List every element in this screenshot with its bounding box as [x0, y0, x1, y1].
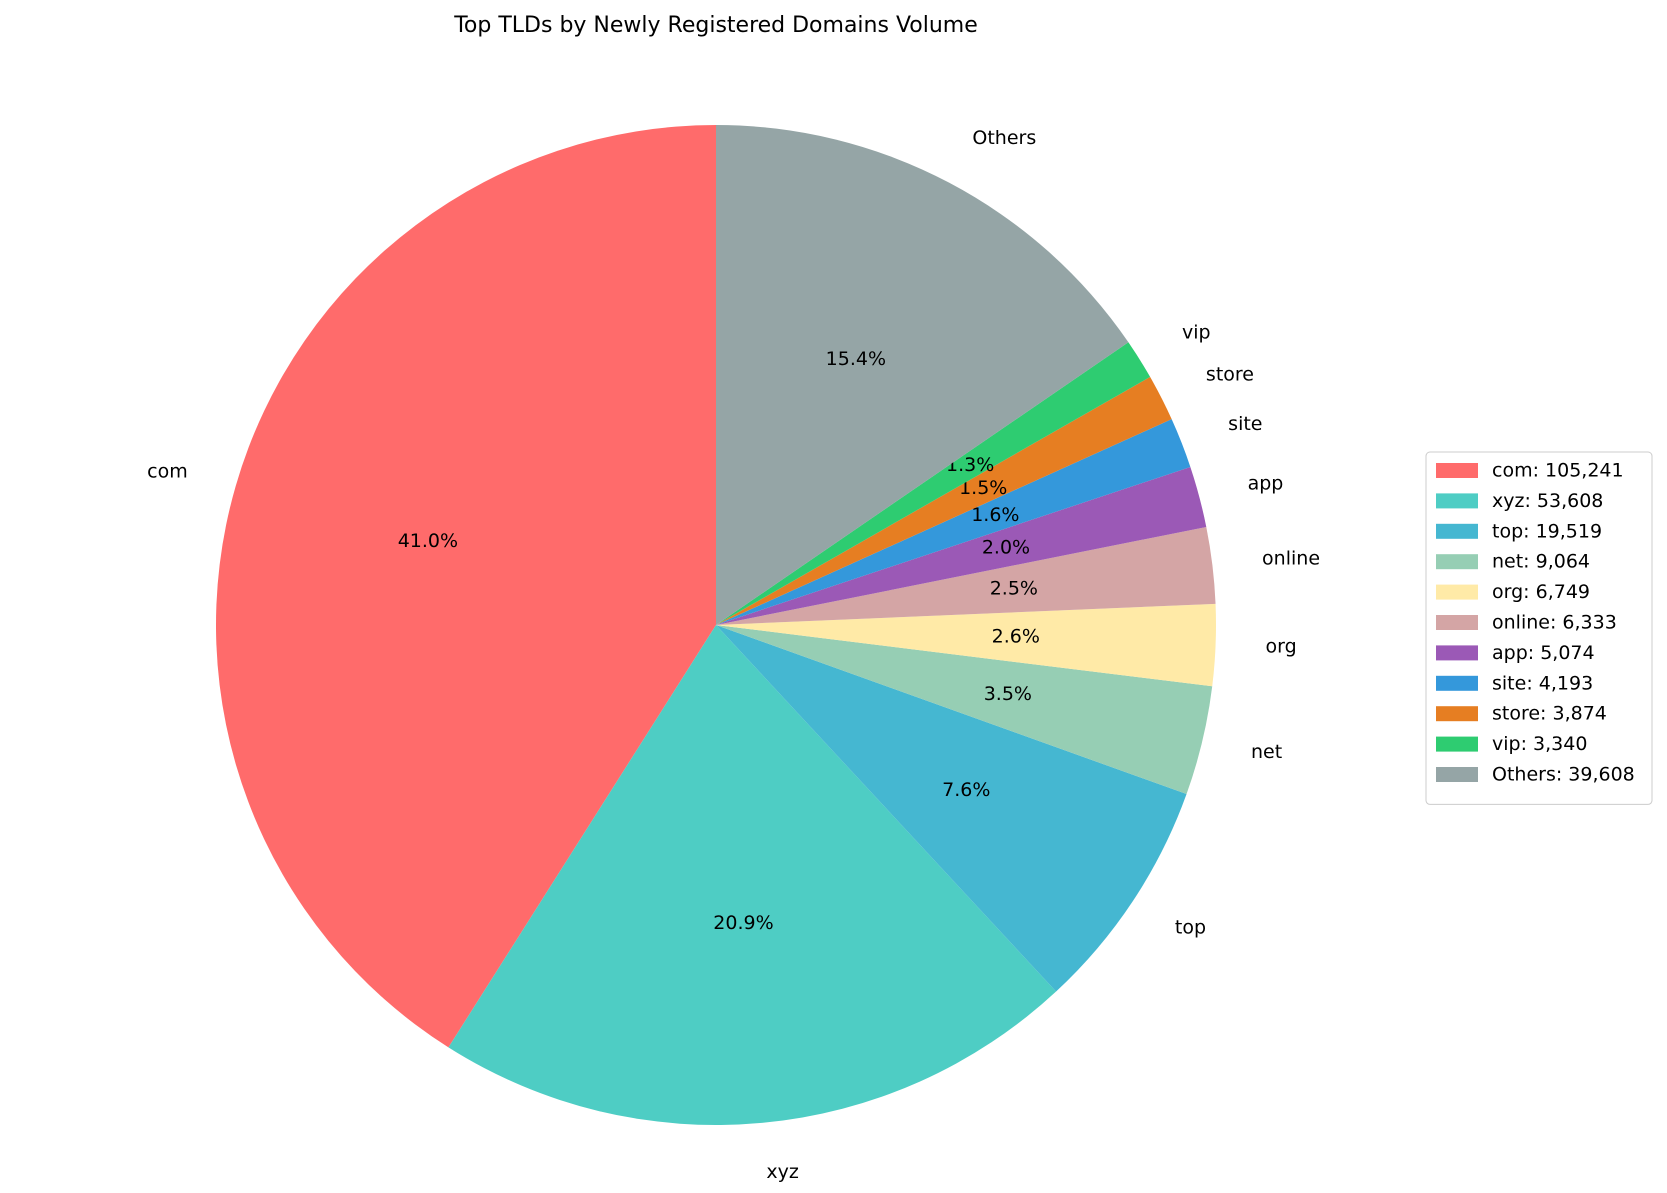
- legend-label: vip: 3,340: [1492, 733, 1587, 755]
- legend: com: 105,241 xyz: 53,608 top: 19,519 net: 9…: [1425, 451, 1653, 805]
- value-label: 2.5%: [990, 578, 1038, 600]
- legend-label: xyz: 53,608: [1492, 490, 1603, 512]
- legend-swatch: [1436, 523, 1478, 539]
- value-label: 2.6%: [992, 626, 1040, 648]
- legend-swatch: [1436, 493, 1478, 509]
- pie-wedge: [716, 625, 1187, 992]
- category-label: top: [1175, 917, 1206, 939]
- value-label: 1.6%: [971, 504, 1019, 526]
- category-label: vip: [1182, 321, 1211, 343]
- category-label: com: [147, 460, 188, 482]
- legend-swatch: [1436, 675, 1478, 691]
- legend-swatch: [1436, 584, 1478, 600]
- chart-title: Top TLDs by Newly Registered Domains Vol…: [453, 13, 978, 38]
- value-label: 15.4%: [826, 348, 886, 370]
- pie-wedge: [716, 466, 1207, 625]
- legend-label: store: 3,874: [1492, 703, 1607, 725]
- value-label: 41.0%: [398, 530, 458, 552]
- value-label: 7.6%: [942, 779, 990, 801]
- pie-wedge: [215, 125, 716, 1048]
- value-label: 3.5%: [984, 683, 1032, 705]
- legend-label: top: 19,519: [1492, 520, 1602, 542]
- category-label: org: [1266, 636, 1297, 658]
- legend-swatch: [1436, 645, 1478, 661]
- legend-swatch: [1436, 767, 1478, 782]
- value-label: 1.3%: [946, 454, 994, 476]
- value-label: 1.5%: [959, 477, 1007, 499]
- pie-wedge: [716, 342, 1151, 625]
- category-label: app: [1248, 472, 1284, 494]
- legend-frame: [1425, 451, 1653, 805]
- legend-swatch: [1436, 554, 1478, 570]
- category-label: store: [1206, 364, 1254, 386]
- pie-wedge: [716, 419, 1191, 625]
- legend-swatch: [1436, 615, 1478, 630]
- legend-label: Others: 39,608: [1492, 764, 1635, 786]
- legend-label: app: 5,074: [1492, 642, 1595, 664]
- pie-wedge: [716, 526, 1216, 625]
- value-label: 20.9%: [713, 912, 773, 934]
- category-label: net: [1251, 741, 1282, 763]
- legend-swatch: [1436, 736, 1478, 752]
- category-label: site: [1228, 413, 1262, 435]
- pie-wedge: [716, 125, 1129, 625]
- pie-wedge: [716, 376, 1172, 625]
- legend-label: com: 105,241: [1492, 460, 1624, 482]
- category-label: Others: [972, 127, 1036, 149]
- pie-wedge: [716, 603, 1216, 687]
- legend-label: net: 9,064: [1492, 551, 1590, 573]
- legend-swatch: [1436, 706, 1478, 722]
- legend-label: org: 6,749: [1492, 581, 1590, 603]
- category-label: xyz: [766, 1161, 798, 1183]
- category-label: online: [1262, 548, 1320, 570]
- legend-label: online: 6,333: [1492, 612, 1617, 634]
- legend-label: site: 4,193: [1492, 672, 1593, 694]
- value-label: 2.0%: [982, 537, 1030, 559]
- pie-wedge: [716, 625, 1213, 795]
- pie-wedge: [448, 625, 1057, 1125]
- legend-swatch: [1436, 463, 1478, 478]
